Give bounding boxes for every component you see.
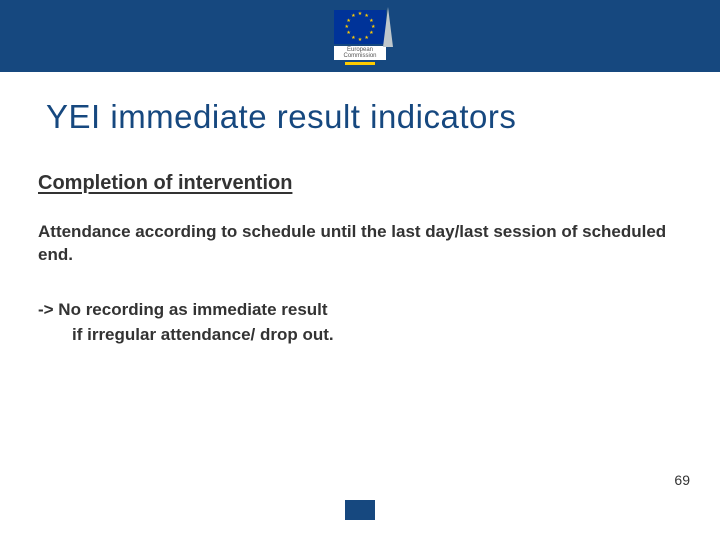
- result-line-1: -> No recording as immediate result: [38, 297, 680, 323]
- result-line-2: if irregular attendance/ drop out.: [72, 322, 680, 348]
- logo-text: European Commission: [334, 46, 386, 60]
- result-block: -> No recording as immediate result if i…: [38, 297, 680, 348]
- footer-flag-icon: [345, 500, 375, 520]
- page-number: 69: [674, 472, 690, 488]
- ec-logo: ★ ★ ★ ★ ★ ★ ★ ★ ★ ★ ★ ★ European Commiss…: [334, 10, 386, 65]
- logo-underline: [345, 62, 375, 65]
- slide-subtitle: Completion of intervention: [38, 172, 720, 195]
- body-text: Attendance according to schedule until t…: [38, 221, 680, 267]
- eu-flag-icon: ★ ★ ★ ★ ★ ★ ★ ★ ★ ★ ★ ★: [334, 10, 386, 44]
- building-icon: [380, 7, 396, 53]
- header-bar: ★ ★ ★ ★ ★ ★ ★ ★ ★ ★ ★ ★ European Commiss…: [0, 0, 720, 72]
- slide-title: YEI immediate result indicators: [46, 98, 720, 136]
